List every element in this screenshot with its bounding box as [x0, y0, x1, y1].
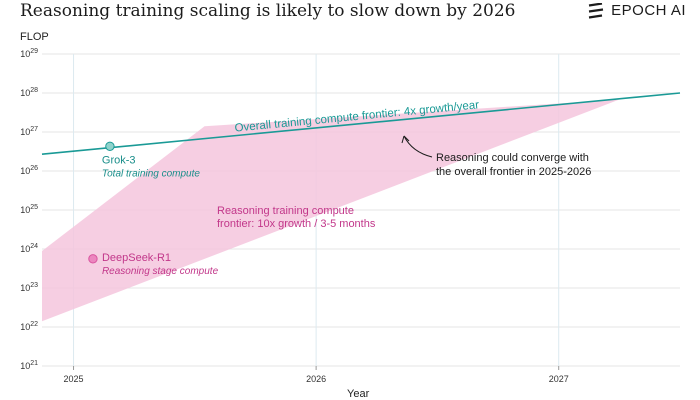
brand-name: EPOCH AI — [611, 2, 686, 19]
y-tick-label: 1027 — [20, 126, 38, 137]
x-tick-label: 2026 — [306, 374, 326, 384]
annotation-arrow-head — [401, 135, 410, 144]
brand: EPOCH AI — [587, 2, 686, 19]
x-tick-label: 2027 — [549, 374, 569, 384]
y-tick-label: 1025 — [20, 204, 38, 215]
data-point-grok-3 — [105, 141, 115, 151]
x-tick-label: 2025 — [64, 374, 84, 384]
data-point-deepseek-r1 — [88, 254, 98, 264]
y-axis-title: FLOP — [20, 31, 49, 43]
epoch-ai-logo-icon — [588, 2, 604, 19]
data-point-sublabel: Total training compute — [102, 168, 200, 179]
reasoning-band-layer — [42, 99, 620, 322]
frontier-line — [41, 92, 681, 155]
axes: 1021 1022 1023 1024 1025 1026 1027 1028 1029 2025… — [20, 31, 569, 400]
y-tick-label: 1022 — [20, 321, 38, 332]
reasoning-band-label-line-2: frontier: 10x growth / 3-5 months — [217, 218, 376, 230]
y-tick-label: 1023 — [20, 282, 38, 293]
data-point-label: DeepSeek-R1 — [102, 252, 171, 264]
x-axis-title: Year — [347, 388, 370, 400]
data-points: Grok-3 Total training compute DeepSeek-R1 R… — [88, 141, 219, 277]
y-tick-label: 1028 — [20, 87, 38, 98]
annotation-arrow — [403, 135, 433, 158]
convergence-annotation-line-2: the overall frontier in 2025-2026 — [436, 166, 591, 178]
data-point-sublabel: Reasoning stage compute — [102, 266, 219, 277]
data-point-label: Grok-3 — [102, 154, 136, 166]
y-tick-label: 1026 — [20, 165, 38, 176]
y-tick-label: 1024 — [20, 243, 38, 254]
frontier-line-layer — [41, 92, 681, 155]
convergence-annotation-line-1: Reasoning could converge with — [436, 152, 589, 164]
reasoning-band-label-line-1: Reasoning training compute — [217, 205, 354, 217]
y-tick-label: 1029 — [20, 48, 38, 59]
y-tick-label: 1021 — [20, 360, 38, 371]
chart-title: Reasoning training scaling is likely to … — [20, 1, 516, 21]
reasoning-band — [42, 99, 620, 322]
